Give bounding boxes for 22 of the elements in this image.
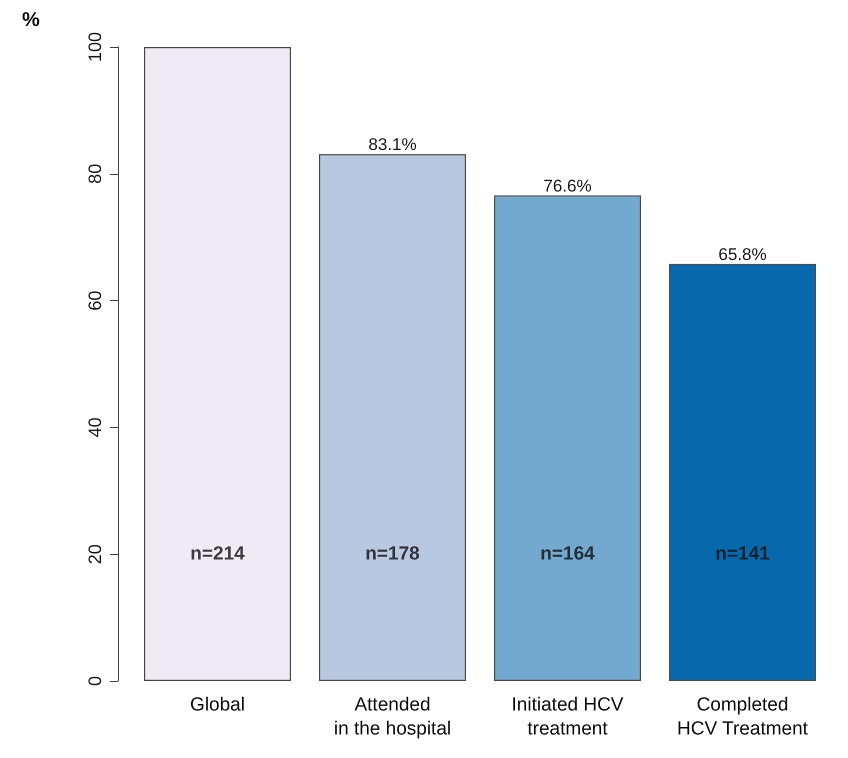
data-label: 76.6% — [543, 176, 592, 196]
annotation: n=164 — [540, 544, 596, 565]
y-tick-label: 40 — [85, 417, 105, 438]
bar — [669, 264, 816, 681]
y-tick-label: 0 — [85, 676, 105, 686]
y-tick-label: 80 — [85, 164, 105, 184]
bar — [319, 154, 466, 681]
y-axis-title: % — [22, 9, 40, 31]
annotation: n=214 — [190, 544, 246, 565]
bar — [494, 195, 641, 681]
data-label: 65.8% — [718, 244, 767, 264]
annotation: n=178 — [365, 544, 420, 565]
y-tick-label: 100 — [85, 32, 105, 62]
data-label: 83.1% — [368, 135, 417, 154]
x-tick-label: Completed HCV Treatment — [677, 694, 809, 740]
x-tick-label: Global — [190, 694, 245, 716]
x-tick-label: Attended in the hospital — [334, 694, 452, 740]
annotation: n=141 — [715, 544, 770, 565]
bar — [144, 47, 291, 681]
y-tick-label: 60 — [85, 290, 105, 311]
y-tick-label: 20 — [85, 544, 105, 564]
x-tick-label: Initiated HCV treatment — [512, 694, 624, 740]
